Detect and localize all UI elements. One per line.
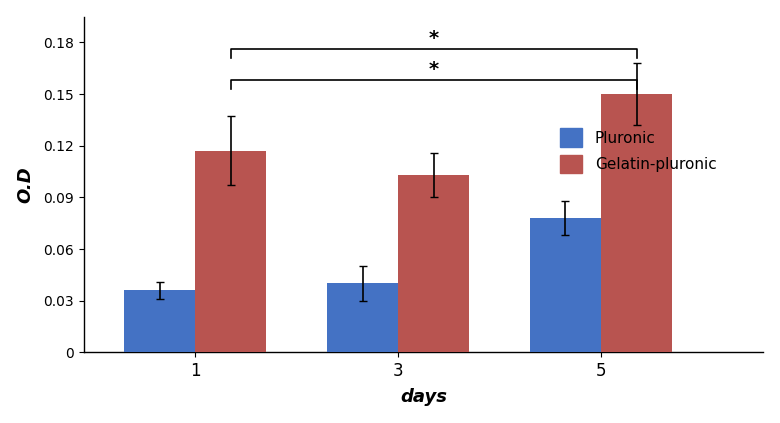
Bar xyxy=(124,290,195,352)
Bar xyxy=(195,151,266,352)
Y-axis label: O.D: O.D xyxy=(16,166,34,203)
Bar xyxy=(601,94,672,352)
Text: *: * xyxy=(428,60,438,79)
X-axis label: days: days xyxy=(400,388,447,407)
Bar xyxy=(530,218,601,352)
Bar xyxy=(327,283,398,352)
Bar xyxy=(398,175,469,352)
Text: *: * xyxy=(428,29,438,48)
Legend: Pluronic, Gelatin-pluronic: Pluronic, Gelatin-pluronic xyxy=(554,122,722,179)
